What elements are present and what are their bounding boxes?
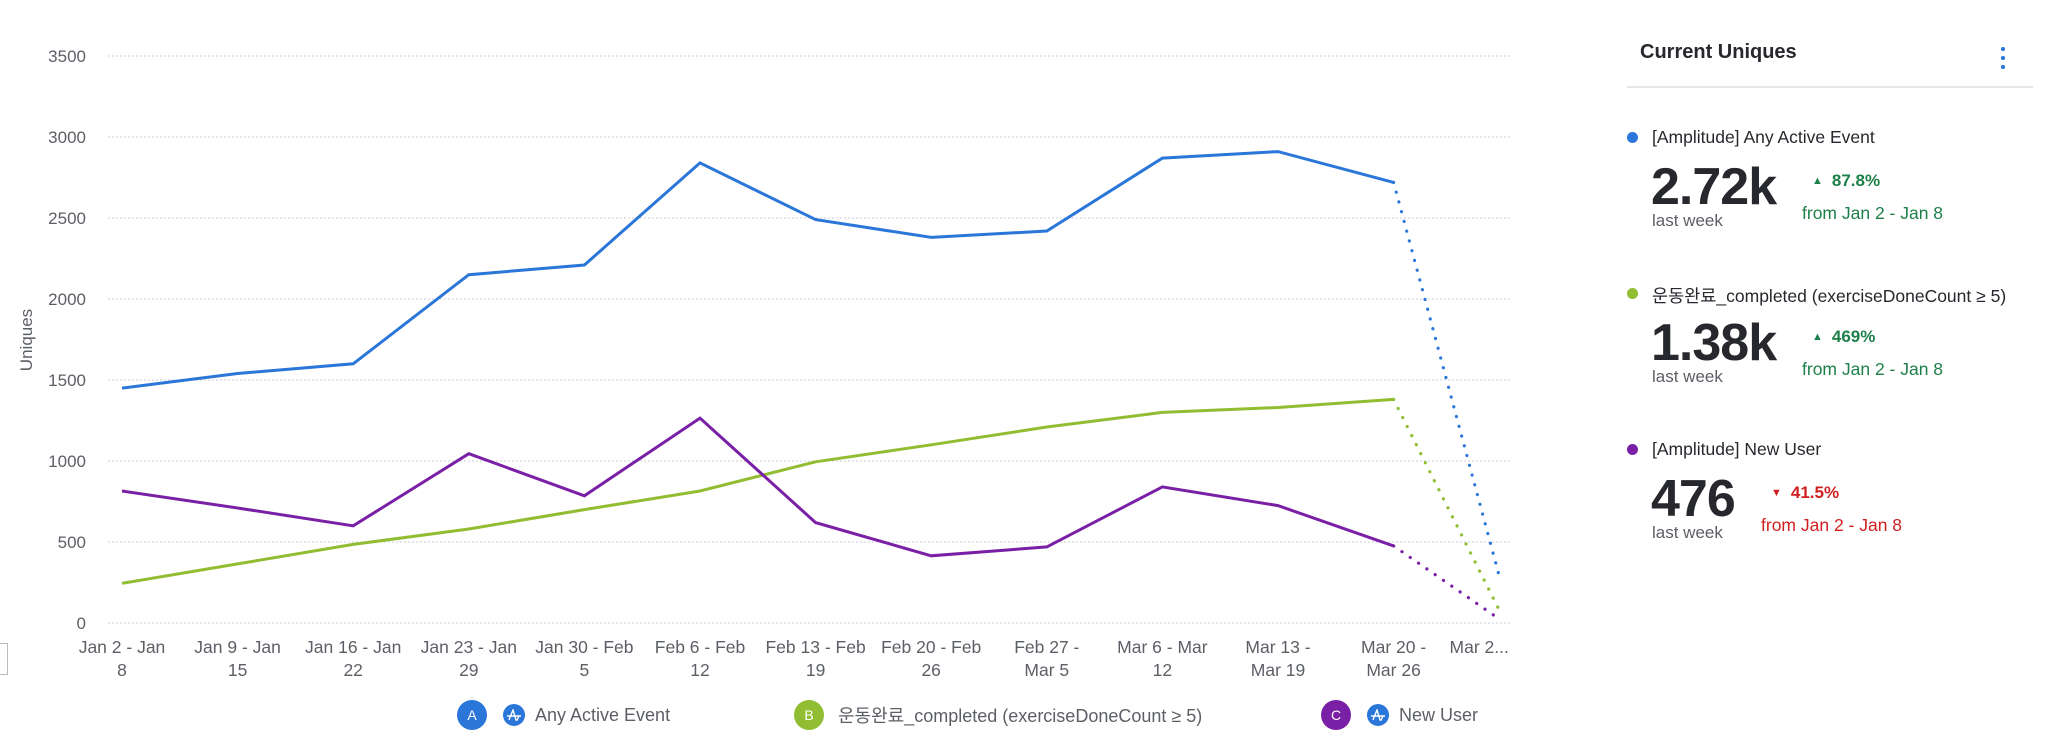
metric-comparison: from Jan 2 - Jan 8 <box>1802 203 1944 223</box>
x-tick-label: 15 <box>228 660 247 680</box>
x-tick-label: 12 <box>1153 660 1172 680</box>
x-tick-label: Feb 13 - Feb <box>765 637 865 657</box>
x-tick-label: Mar 20 - <box>1361 637 1426 657</box>
x-tick-label: 22 <box>343 660 362 680</box>
x-axis-ticks: Jan 2 - Jan 8 Jan 9 - Jan 15 Jan 16 - Jan 22 J… <box>79 637 1509 680</box>
y-tick-label: 1000 <box>48 452 86 471</box>
series-a <box>121 150 1501 578</box>
metric-card-any-active-event: [Amplitude] Any Active Event 2.72k last … <box>1626 127 2036 277</box>
x-tick-label: 5 <box>580 660 590 680</box>
x-tick-label: 8 <box>117 660 127 680</box>
x-tick-label: Feb 20 - Feb <box>881 637 981 657</box>
amplitude-logo-icon <box>1367 704 1389 726</box>
arrow-up-icon: ▲ <box>1812 175 1823 187</box>
x-tick-label: Mar 19 <box>1251 660 1305 680</box>
metric-comparison: from Jan 2 - Jan 8 <box>1761 515 1903 535</box>
legend-item-c[interactable]: C New User <box>1321 700 1478 730</box>
current-uniques-panel: Current Uniques [Amplitude] Any Active E… <box>1626 0 2036 751</box>
metric-change: ▲ 469% <box>1812 327 1875 347</box>
y-tick-label: 3000 <box>48 128 86 147</box>
x-tick-label: Mar 5 <box>1024 660 1069 680</box>
y-tick-label: 2000 <box>48 290 86 309</box>
x-tick-label: Feb 6 - Feb <box>655 637 745 657</box>
x-tick-label: Mar 26 <box>1366 660 1420 680</box>
x-tick-label: Jan 30 - Feb <box>535 637 633 657</box>
line-chart: 0 500 1000 1500 2000 2500 3000 3500 Uniques Jan… <box>17 47 1512 680</box>
series-line[interactable] <box>121 150 1394 390</box>
amplitude-logo-icon <box>503 704 525 726</box>
metric-change: ▼ 41.5% <box>1771 483 1839 503</box>
y-tick-label: 2500 <box>48 209 86 228</box>
x-tick-label: Mar 2... <box>1450 637 1509 657</box>
metric-name: 운동완료_completed (exerciseDoneCount ≥ 5) <box>1652 286 2007 306</box>
x-tick-label: 19 <box>806 660 825 680</box>
x-tick-label: Jan 23 - Jan <box>421 637 517 657</box>
kebab-vertical-icon[interactable] <box>1996 47 2010 69</box>
metric-value: 476 <box>1651 470 1736 528</box>
x-tick-label: 29 <box>459 660 478 680</box>
arrow-up-icon: ▲ <box>1812 331 1823 343</box>
legend-item-b[interactable]: B 운동완료_completed (exerciseDoneCount ≥ 5) <box>794 700 1202 730</box>
change-percent: 87.8% <box>1831 171 1881 190</box>
legend-label: Any Active Event <box>535 704 671 725</box>
legend-item-a[interactable]: A Any Active Event <box>457 700 670 730</box>
metric-name: [Amplitude] New User <box>1652 439 1822 459</box>
metric-card-new-user: [Amplitude] New User 476 last week ▼ 41.5… <box>1626 439 2036 589</box>
legend-label: 운동완료_completed (exerciseDoneCount ≥ 5) <box>838 706 1203 726</box>
series-line[interactable] <box>121 397 1394 585</box>
arrow-down-icon: ▼ <box>1771 487 1782 499</box>
metric-name: [Amplitude] Any Active Event <box>1652 127 1875 147</box>
metric-change: ▲ 87.8% <box>1812 171 1880 191</box>
metric-period: last week <box>1652 523 1723 542</box>
metric-period: last week <box>1652 211 1723 230</box>
y-tick-label: 0 <box>77 614 86 633</box>
panel-divider <box>1627 86 2033 88</box>
change-percent: 41.5% <box>1790 483 1840 502</box>
y-axis-label: Uniques <box>17 309 36 371</box>
x-tick-label: Jan 16 - Jan <box>305 637 401 657</box>
y-tick-label: 3500 <box>48 47 86 66</box>
metric-value: 1.38k <box>1651 314 1777 372</box>
incomplete-segment <box>1391 397 1501 612</box>
gridlines <box>108 55 1512 624</box>
series-badge-c: C <box>1321 700 1351 730</box>
partial-control-edge <box>0 643 8 675</box>
change-percent: 469% <box>1831 327 1876 346</box>
metric-period: last week <box>1652 367 1723 386</box>
metric-card-exercise-completed: 운동완료_completed (exerciseDoneCount ≥ 5) 1… <box>1626 283 2036 433</box>
series-lines <box>121 150 1501 621</box>
metric-value: 2.72k <box>1651 158 1777 216</box>
x-tick-label: 26 <box>921 660 940 680</box>
incomplete-segment <box>1391 180 1501 578</box>
series-dot-icon <box>1627 132 1638 143</box>
y-axis-ticks: 0 500 1000 1500 2000 2500 3000 3500 <box>48 47 86 633</box>
legend-label: New User <box>1399 704 1479 725</box>
x-tick-label: Mar 6 - Mar <box>1117 637 1208 657</box>
x-tick-label: Jan 2 - Jan <box>79 637 166 657</box>
series-badge-a: A <box>457 700 487 730</box>
series-dot-icon <box>1627 288 1638 299</box>
incomplete-segment <box>1391 544 1501 621</box>
series-c <box>121 416 1501 621</box>
series-line[interactable] <box>121 416 1395 558</box>
x-tick-label: Mar 13 - <box>1245 637 1310 657</box>
series-b <box>121 397 1501 612</box>
y-tick-label: 500 <box>58 533 86 552</box>
y-tick-label: 1500 <box>48 371 86 390</box>
series-dot-icon <box>1627 444 1638 455</box>
panel-title: Current Uniques <box>1640 41 1797 63</box>
x-tick-label: Jan 9 - Jan <box>194 637 281 657</box>
x-tick-label: 12 <box>690 660 709 680</box>
metric-comparison: from Jan 2 - Jan 8 <box>1802 359 1944 379</box>
x-tick-label: Feb 27 - <box>1014 637 1079 657</box>
series-badge-b: B <box>794 700 824 730</box>
